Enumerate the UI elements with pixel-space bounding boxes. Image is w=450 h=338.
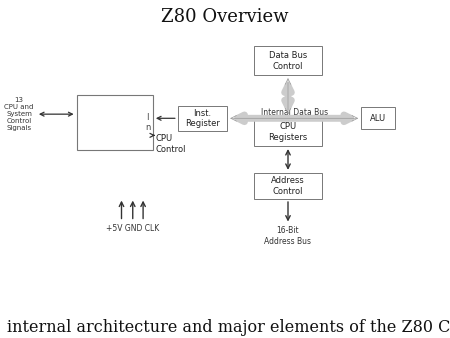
Text: Internal Data Bus: Internal Data Bus — [261, 108, 328, 117]
Text: Inst.
Register: Inst. Register — [185, 108, 220, 128]
Text: +5V GND CLK: +5V GND CLK — [106, 224, 159, 233]
FancyBboxPatch shape — [254, 118, 322, 146]
Text: CPU
Registers: CPU Registers — [268, 122, 308, 142]
Text: 13
CPU and
System
Control
Signals: 13 CPU and System Control Signals — [4, 97, 34, 131]
Text: Data Bus
Control: Data Bus Control — [269, 51, 307, 71]
Text: internal architecture and major elements of the Z80 CPU: internal architecture and major elements… — [7, 319, 450, 336]
Text: Z80 Overview: Z80 Overview — [161, 8, 289, 26]
Text: Address
Control: Address Control — [271, 176, 305, 196]
FancyBboxPatch shape — [254, 47, 322, 75]
FancyBboxPatch shape — [76, 95, 153, 150]
Text: I
n: I n — [145, 113, 150, 132]
Text: ALU: ALU — [370, 114, 386, 123]
FancyBboxPatch shape — [178, 105, 227, 131]
Text: CPU
Control: CPU Control — [155, 134, 186, 153]
FancyBboxPatch shape — [361, 107, 395, 129]
FancyBboxPatch shape — [254, 173, 322, 199]
Text: 16-Bit
Address Bus: 16-Bit Address Bus — [265, 226, 311, 245]
